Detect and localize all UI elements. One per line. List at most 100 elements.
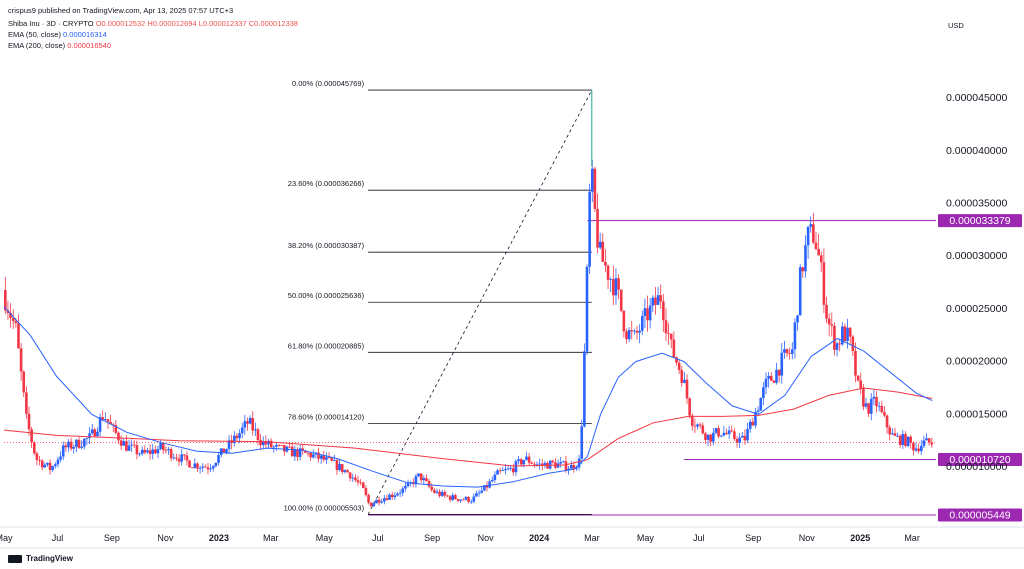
- candle-body: [254, 429, 257, 431]
- price-axis[interactable]: 0.000045000 0.000040000 0.000035000 0.00003…: [946, 92, 1007, 473]
- tradingview-branding[interactable]: TradingView: [8, 554, 73, 563]
- candle-body: [364, 487, 368, 495]
- candle-body: [730, 430, 734, 432]
- candle-body: [617, 278, 620, 290]
- candle-body: [180, 454, 183, 462]
- candle-body: [930, 442, 934, 445]
- candle-body: [906, 436, 910, 446]
- candle-body: [164, 449, 168, 451]
- fib-level-label: 38.20% (0.000030387): [288, 241, 365, 250]
- candle-body: [551, 460, 555, 463]
- candle-body: [522, 459, 526, 465]
- candle-body: [298, 448, 302, 457]
- candle-body: [172, 457, 176, 459]
- candle-body: [32, 442, 36, 454]
- ema50-legend[interactable]: EMA (50, close) 0.000016314: [8, 30, 107, 39]
- y-tick-label: 0.000045000: [946, 92, 1007, 104]
- y-tick-label: 0.000010000: [946, 461, 1007, 473]
- candle-body: [406, 482, 410, 487]
- candle-body: [67, 441, 70, 448]
- candle-body: [35, 453, 39, 460]
- candle-body: [822, 262, 826, 305]
- candle-body: [456, 499, 460, 501]
- candle-body: [335, 460, 339, 471]
- candle-body: [175, 457, 178, 459]
- candle-body: [767, 375, 770, 379]
- candle-body: [838, 343, 841, 345]
- ema-lines: [3, 306, 933, 488]
- candle-body: [209, 468, 212, 470]
- fib-level-label: 23.60% (0.000036266): [288, 179, 365, 188]
- candle-body: [722, 432, 726, 436]
- candle-body: [780, 352, 784, 376]
- candle-body: [633, 330, 636, 332]
- candle-body: [427, 480, 431, 487]
- candle-body: [777, 369, 781, 376]
- candle-body: [43, 464, 47, 468]
- candle-body: [14, 321, 18, 324]
- x-tick-label: Nov: [157, 533, 174, 543]
- candle-body: [809, 224, 813, 227]
- candle-body: [685, 379, 689, 399]
- candle-body: [372, 503, 376, 507]
- candle-body: [198, 467, 202, 469]
- candle-body: [546, 463, 549, 469]
- candle-body: [146, 450, 149, 453]
- y-tick-label: 0.000015000: [946, 408, 1007, 420]
- candle-body: [51, 466, 54, 470]
- candle-body: [4, 289, 7, 311]
- candle-body: [135, 445, 139, 455]
- candle-body: [404, 486, 407, 489]
- candle-body: [11, 317, 15, 322]
- candle-body: [435, 491, 439, 493]
- ohlc-values: O0.000012532 H0.000012694 L0.000012337 C…: [95, 19, 298, 28]
- price-level-badge: [938, 452, 1022, 466]
- candle-body: [919, 445, 923, 452]
- brand-text: TradingView: [26, 554, 73, 563]
- candle-body: [59, 456, 62, 460]
- candle-body: [106, 419, 110, 422]
- candle-body: [127, 445, 131, 451]
- candle-body: [585, 266, 589, 352]
- fib-level-label: 78.60% (0.000014120): [288, 413, 365, 422]
- candle-body: [201, 466, 205, 468]
- price-level-label: 0.000033379: [949, 215, 1010, 227]
- candle-body: [669, 334, 673, 340]
- candle-body: [709, 434, 713, 442]
- x-tick-label: May: [637, 533, 655, 543]
- candle-body: [167, 449, 170, 451]
- candle-body: [356, 480, 360, 483]
- candle-body: [261, 441, 265, 446]
- candle-body: [119, 440, 123, 446]
- fibonacci-retracement[interactable]: 0.00% (0.000045769) 23.60% (0.000036266) 3…: [284, 79, 593, 515]
- candle-body: [759, 398, 763, 411]
- candle-body: [130, 444, 133, 446]
- candle-body: [630, 330, 634, 332]
- x-tick-label: Mar: [263, 533, 279, 543]
- candle-body: [385, 498, 389, 500]
- candle-body: [483, 485, 486, 491]
- candle-body: [817, 248, 820, 256]
- ema200-legend[interactable]: EMA (200, close) 0.000016540: [8, 41, 111, 50]
- candle-body: [751, 421, 755, 426]
- candle-body: [848, 327, 852, 337]
- candle-body: [319, 455, 323, 459]
- time-axis[interactable]: May Jul Sep Nov 2023 Mar May Jul Sep Nov 2024 Mar Ma…: [0, 533, 920, 543]
- candle-body: [227, 440, 231, 450]
- candle-body: [543, 463, 547, 465]
- candle-body: [733, 431, 736, 439]
- candle-body: [361, 482, 365, 488]
- candle-body: [788, 353, 791, 354]
- candle-body: [806, 226, 810, 246]
- candle-body: [725, 432, 728, 435]
- candle-body: [469, 501, 473, 503]
- candle-body: [40, 460, 44, 468]
- candle-body: [577, 458, 581, 468]
- candle-body: [80, 446, 83, 448]
- candle-body: [101, 417, 105, 420]
- candle-body: [69, 441, 73, 449]
- candle-body: [583, 351, 586, 427]
- candle-body: [383, 498, 386, 502]
- candle-body: [688, 398, 691, 416]
